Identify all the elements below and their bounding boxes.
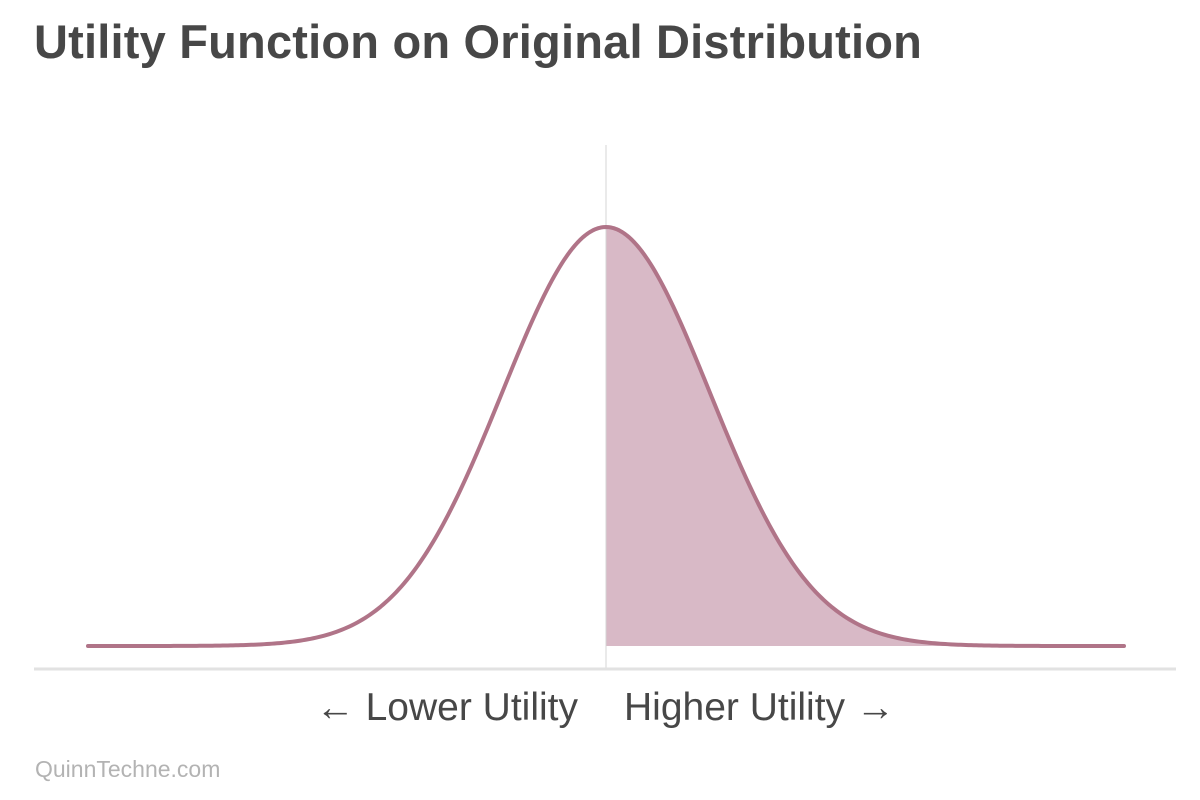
shaded-higher-utility-area: [606, 227, 1124, 646]
higher-utility-label: Higher Utility →: [624, 686, 895, 729]
chart-title: Utility Function on Original Distributio…: [34, 15, 923, 68]
lower-utility-label: ← Lower Utility: [315, 686, 578, 729]
distribution-curve: [86, 225, 1126, 648]
site-watermark: QuinnTechne.com: [35, 756, 221, 782]
